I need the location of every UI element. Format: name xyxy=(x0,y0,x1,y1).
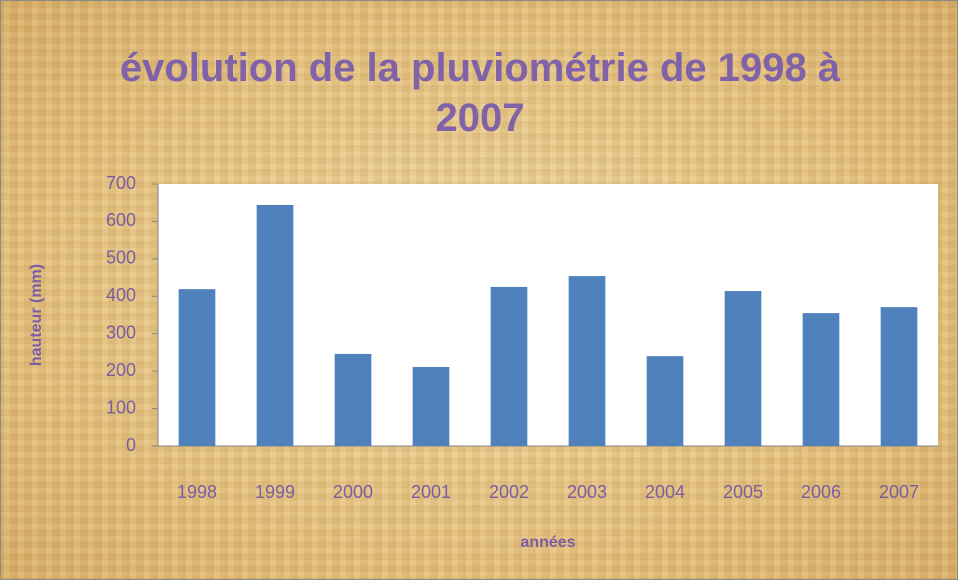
x-tick-label: 2000 xyxy=(333,482,373,502)
bar xyxy=(568,276,606,446)
bar xyxy=(646,356,684,446)
x-tick-label: 1999 xyxy=(255,482,295,502)
y-tick-label: 600 xyxy=(106,210,136,230)
bar xyxy=(256,204,294,446)
bar xyxy=(178,289,216,446)
y-tick-label: 0 xyxy=(126,435,136,455)
bar xyxy=(334,353,372,446)
x-tick-label: 2002 xyxy=(489,482,529,502)
y-tick-label: 100 xyxy=(106,397,136,417)
x-tick-label: 2005 xyxy=(723,482,763,502)
chart-title: évolution de la pluviométrie de 1998 à 2… xyxy=(119,46,841,140)
y-tick-label: 200 xyxy=(106,360,136,380)
x-tick-label: 2007 xyxy=(879,482,919,502)
y-tick-label: 700 xyxy=(106,173,136,193)
y-tick-label: 300 xyxy=(106,322,136,342)
y-tick-label: 500 xyxy=(106,248,136,268)
y-tick-label: 400 xyxy=(106,285,136,305)
x-tick-label: 1998 xyxy=(177,482,217,502)
y-axis-title: hauteur (mm) xyxy=(28,264,45,366)
bar xyxy=(880,307,918,446)
x-axis-title: années xyxy=(520,534,575,551)
bar xyxy=(412,367,450,446)
x-tick-label: 2006 xyxy=(801,482,841,502)
x-tick-label: 2004 xyxy=(645,482,685,502)
x-tick-label: 2003 xyxy=(567,482,607,502)
bar xyxy=(724,291,762,446)
bar xyxy=(802,313,840,446)
bar xyxy=(490,286,528,446)
x-tick-label: 2001 xyxy=(411,482,451,502)
